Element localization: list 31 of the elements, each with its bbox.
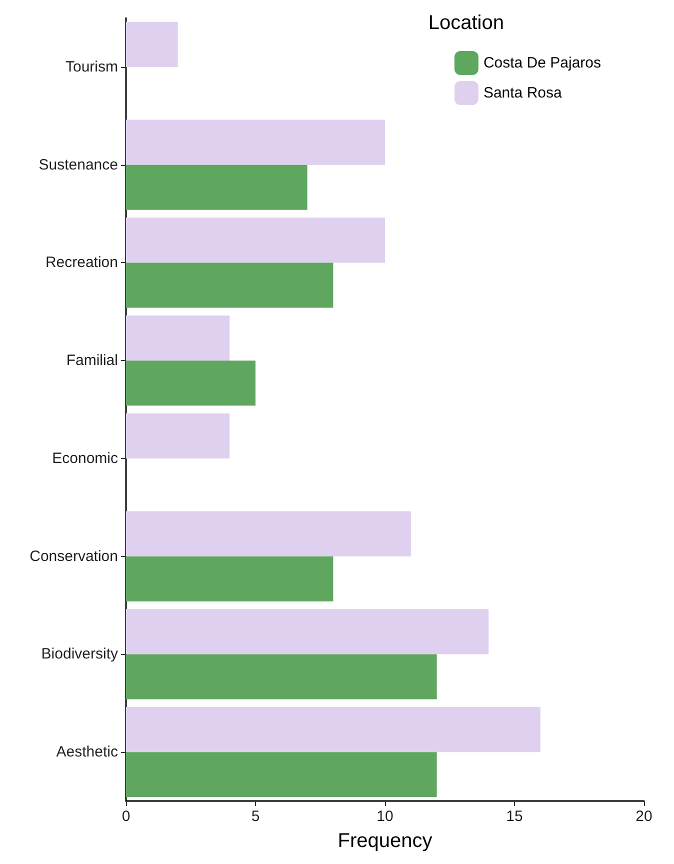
y-tick-label: Biodiversity — [41, 646, 118, 663]
bar — [126, 752, 437, 798]
x-tick-label: 10 — [376, 808, 394, 825]
bar — [126, 707, 540, 752]
bar — [126, 164, 308, 210]
y-tick-label: Conservation — [30, 548, 118, 565]
x-tick-label: 0 — [122, 808, 130, 825]
bar — [126, 316, 230, 361]
bar — [126, 413, 230, 458]
bar — [126, 218, 385, 263]
bar — [126, 262, 334, 308]
bar — [126, 556, 334, 602]
bar — [126, 609, 489, 654]
y-tick-label: Sustenance — [38, 156, 118, 174]
x-tick-label: 15 — [506, 808, 523, 825]
bar — [126, 120, 385, 165]
bar — [126, 511, 411, 556]
y-tick-label: Familial — [66, 352, 118, 370]
y-tick-label: Tourism — [65, 58, 118, 76]
x-tick-label: 5 — [251, 808, 260, 825]
y-tick-label: Aesthetic — [56, 744, 118, 761]
legend-label: Costa De Pajaros — [483, 54, 602, 72]
bar — [126, 22, 178, 67]
x-axis-title: Frequency — [338, 830, 432, 852]
legend-label: Santa Rosa — [483, 84, 562, 102]
bar — [126, 654, 437, 700]
x-tick-label: 20 — [636, 808, 652, 825]
bar — [126, 360, 256, 406]
legend-title: Location — [428, 12, 504, 34]
y-tick-label: Economic — [52, 450, 118, 467]
y-tick-label: Recreation — [45, 254, 118, 272]
